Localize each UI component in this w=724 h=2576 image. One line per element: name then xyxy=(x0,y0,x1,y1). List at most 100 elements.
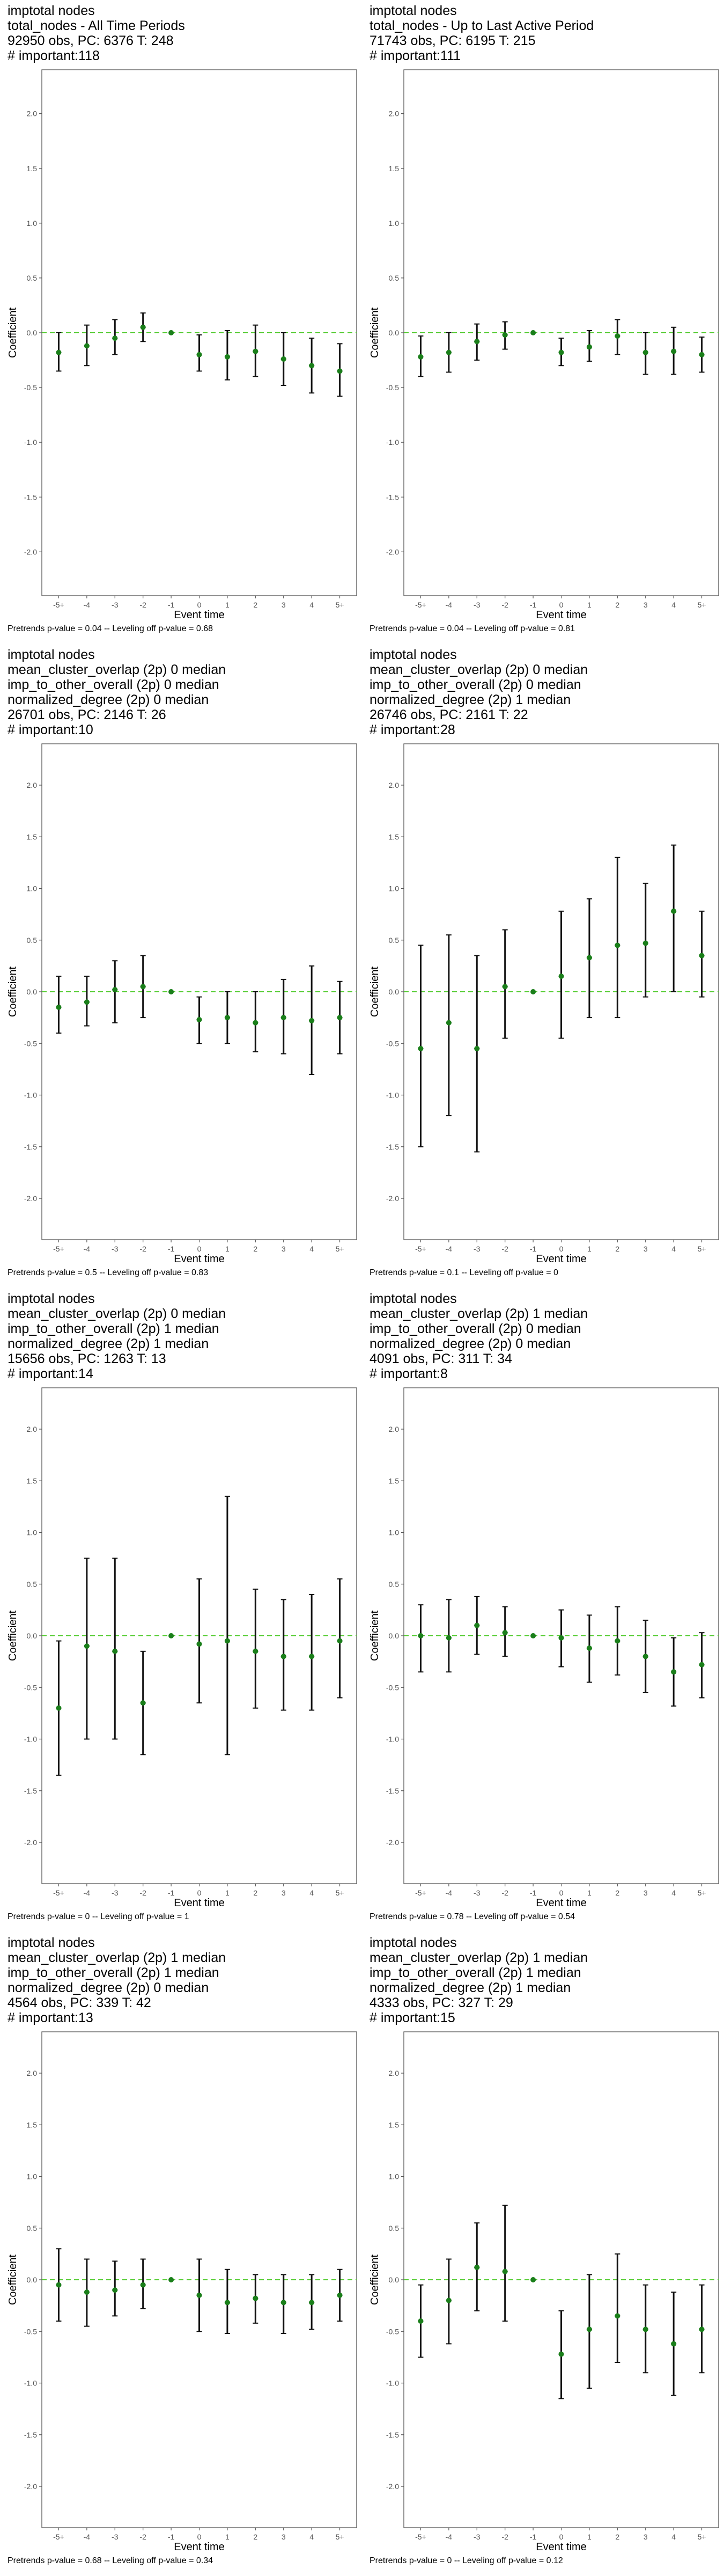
x-tick-label: -5+ xyxy=(415,601,426,609)
y-tick-label: 0.5 xyxy=(27,274,38,282)
y-tick-label: 1.5 xyxy=(27,164,38,173)
data-point xyxy=(140,1700,146,1706)
pvalue-footnote: Pretrends p-value = 0 -- Leveling off p-… xyxy=(370,2556,563,2565)
data-point xyxy=(253,1020,258,1026)
chart-title: imptotal nodes mean_cluster_overlap (2p) … xyxy=(8,1291,226,1381)
y-tick-label: 0.5 xyxy=(27,1580,38,1589)
x-tick-label: -5+ xyxy=(415,2533,426,2541)
title-line: normalized_degree (2p) 0 median xyxy=(370,1336,571,1351)
title-line: imptotal nodes xyxy=(370,1291,457,1306)
title-line: total_nodes - All Time Periods xyxy=(8,18,185,33)
y-tick-label: -2.0 xyxy=(386,1194,399,1203)
x-tick-label: 3 xyxy=(644,1889,648,1897)
chart-title: imptotal nodes total_nodes - All Time Per… xyxy=(8,3,185,63)
title-line: imp_to_other_overall (2p) 0 median xyxy=(8,677,219,692)
title-line: 4564 obs, PC: 339 T: 42 xyxy=(8,1995,151,2010)
data-point xyxy=(112,335,118,341)
title-line: imptotal nodes xyxy=(370,647,457,662)
y-tick-label: -1.5 xyxy=(24,1143,37,1151)
data-point xyxy=(140,2282,146,2288)
data-point xyxy=(699,352,705,357)
x-tick-label: 1 xyxy=(225,601,230,609)
y-tick-label: -0.5 xyxy=(386,383,399,392)
x-tick-label: 3 xyxy=(282,601,286,609)
title-line: imptotal nodes xyxy=(370,3,457,18)
chart-title: imptotal nodes mean_cluster_overlap (2p) … xyxy=(8,1935,226,2025)
data-point xyxy=(418,354,424,360)
title-line: 4333 obs, PC: 327 T: 29 xyxy=(370,1995,513,2010)
y-tick-label: 1.0 xyxy=(27,2172,38,2181)
x-tick-label: 0 xyxy=(197,1889,202,1897)
title-line: mean_cluster_overlap (2p) 0 median xyxy=(8,1306,226,1321)
chart-title: imptotal nodes mean_cluster_overlap (2p) … xyxy=(8,647,226,737)
x-tick-label: 2 xyxy=(615,2533,619,2541)
y-tick-label: -0.5 xyxy=(386,1683,399,1692)
title-line: mean_cluster_overlap (2p) 0 median xyxy=(8,662,226,677)
data-point xyxy=(699,953,705,958)
data-point xyxy=(586,2326,592,2332)
data-point xyxy=(418,2318,424,2324)
data-point xyxy=(502,984,508,990)
x-tick-label: 4 xyxy=(671,1889,676,1897)
x-axis-label: Event time xyxy=(174,1897,224,1909)
title-line: imp_to_other_overall (2p) 1 median xyxy=(370,1965,581,1980)
y-tick-label: -1.5 xyxy=(24,493,37,501)
x-tick-label: -3 xyxy=(112,1245,119,1253)
data-point xyxy=(280,1015,286,1021)
x-axis-label: Event time xyxy=(174,2541,224,2553)
y-tick-label: -2.0 xyxy=(24,1838,37,1847)
y-tick-label: -1.0 xyxy=(24,2379,37,2388)
data-point xyxy=(474,1045,480,1051)
y-tick-label: 0.0 xyxy=(27,2275,38,2284)
title-line: imp_to_other_overall (2p) 1 median xyxy=(8,1965,219,1980)
title-line: imptotal nodes xyxy=(370,1935,457,1950)
data-point xyxy=(502,1630,508,1636)
y-tick-label: 0.5 xyxy=(389,2224,400,2233)
chart-title: imptotal nodes mean_cluster_overlap (2p) … xyxy=(370,1291,588,1381)
x-tick-label: -1 xyxy=(530,1889,537,1897)
y-tick-label: -1.5 xyxy=(24,2431,37,2439)
data-point xyxy=(699,2326,705,2332)
plot-area: -2.0 -1.5 -1.0 -0.5 0.0 0.5 1.0 1.5 2.0 -5+ -4 -3 -2… xyxy=(7,743,357,1265)
y-tick-label: 1.5 xyxy=(27,2120,38,2129)
pvalue-footnote: Pretrends p-value = 0.5 -- Leveling off … xyxy=(8,1268,209,1277)
data-point xyxy=(615,942,620,948)
y-tick-label: 2.0 xyxy=(27,109,38,118)
x-tick-label: -1 xyxy=(530,601,537,609)
title-line: imptotal nodes xyxy=(8,647,95,662)
data-point xyxy=(84,1643,90,1649)
y-tick-label: 1.5 xyxy=(27,832,38,841)
data-point xyxy=(699,1662,705,1667)
y-tick-label: 1.5 xyxy=(389,1476,400,1485)
data-point xyxy=(224,1638,230,1644)
data-point xyxy=(168,1633,174,1638)
data-point xyxy=(474,339,480,345)
data-point xyxy=(309,1653,315,1659)
x-tick-label: 0 xyxy=(559,2533,564,2541)
data-point xyxy=(530,1633,536,1638)
y-tick-label: 1.5 xyxy=(389,164,400,173)
data-point xyxy=(446,1635,452,1641)
data-point xyxy=(112,987,118,993)
x-tick-label: -3 xyxy=(112,2533,119,2541)
data-point xyxy=(140,324,146,330)
data-point xyxy=(558,1635,564,1641)
x-tick-label: 3 xyxy=(282,1245,286,1253)
x-tick-label: -4 xyxy=(84,601,91,609)
x-tick-label: 0 xyxy=(559,601,564,609)
y-tick-label: 1.0 xyxy=(27,219,38,228)
plot-area: -2.0 -1.5 -1.0 -0.5 0.0 0.5 1.0 1.5 2.0 -5+ -4 -3 -2… xyxy=(7,2031,357,2553)
data-point xyxy=(474,1622,480,1628)
title-line: imptotal nodes xyxy=(8,3,95,18)
y-tick-label: 0.5 xyxy=(389,1580,400,1589)
title-line: imptotal nodes xyxy=(8,1935,95,1950)
data-point xyxy=(112,1648,118,1654)
pvalue-footnote: Pretrends p-value = 0.04 -- Leveling off… xyxy=(8,624,213,633)
data-point xyxy=(446,2297,452,2303)
data-point xyxy=(196,1641,202,1647)
y-tick-label: -1.0 xyxy=(24,1091,37,1100)
y-tick-label: -2.0 xyxy=(386,2482,399,2491)
x-tick-label: -4 xyxy=(446,1245,453,1253)
data-point xyxy=(168,2277,174,2282)
y-axis-label: Coefficient xyxy=(369,2254,381,2305)
